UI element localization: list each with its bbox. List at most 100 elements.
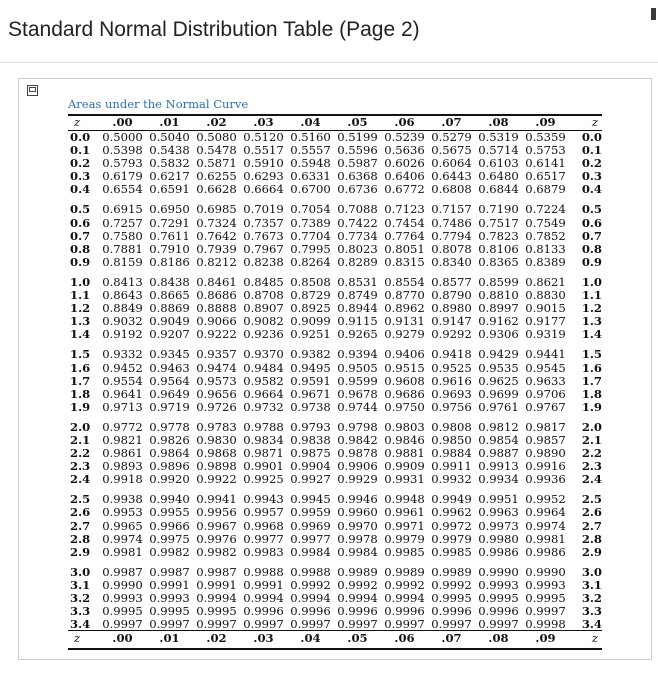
probability-cell: 0.9573 [196, 374, 237, 388]
z-value: 3.3 [581, 605, 602, 619]
probability-cell: 0.9985 [431, 545, 472, 559]
probability-cell: 0.8665 [149, 289, 190, 303]
probability-cell: 0.7422 [337, 216, 378, 230]
probability-cell: 0.9599 [337, 374, 378, 388]
z-value: 2.4 [70, 473, 91, 487]
probability-cell: 0.5793 [102, 157, 143, 171]
z-value: 1.7 [70, 374, 91, 388]
probability-cell: 0.9878 [337, 447, 378, 461]
probability-cell: 0.7881 [102, 242, 143, 256]
probability-cell: 0.9997 [478, 618, 519, 632]
probability-cell: 0.9115 [337, 315, 378, 329]
probability-cell: 0.9968 [243, 519, 284, 533]
column-header: .02 [206, 116, 227, 129]
group-spacer [68, 559, 602, 566]
probability-cell: 0.9505 [337, 361, 378, 375]
probability-cell: 0.9989 [337, 565, 378, 579]
probability-cell: 0.9922 [196, 473, 237, 487]
probability-cell: 0.9994 [196, 592, 237, 605]
probability-cell: 0.9898 [196, 460, 237, 474]
z-value: 1.1 [70, 289, 91, 303]
probability-cell: 0.9986 [478, 545, 519, 559]
probability-cell: 0.9993 [478, 578, 519, 592]
probability-cell: 0.7157 [431, 203, 472, 217]
probability-cell: 0.8212 [196, 255, 237, 269]
probability-cell: 0.9982 [196, 545, 237, 559]
z-value: 3.1 [581, 578, 602, 592]
probability-cell: 0.9996 [384, 605, 425, 619]
probability-cell: 0.8106 [478, 242, 519, 256]
z-value: 1.2 [581, 302, 602, 316]
probability-cell: 0.6331 [290, 170, 331, 184]
probability-cell: 0.9970 [337, 519, 378, 533]
probability-cell: 0.9985 [384, 545, 425, 559]
probability-cell: 0.9984 [290, 545, 331, 559]
probability-cell: 0.7190 [478, 203, 519, 217]
z-value: 3.4 [581, 618, 602, 632]
probability-cell: 0.6179 [102, 170, 143, 184]
probability-cell: 0.7123 [384, 203, 425, 217]
probability-cell: 0.9927 [290, 473, 331, 487]
probability-cell: 0.9995 [196, 605, 237, 619]
z-value: 2.9 [70, 545, 91, 559]
probability-cell: 0.9738 [290, 400, 331, 414]
z-value: 0.3 [581, 170, 602, 184]
probability-cell: 0.7291 [149, 216, 190, 230]
z-table-body: 0.0 0.5000 0.5040 0.5080 0.5120 0.5160 0.5199 0… [68, 131, 602, 631]
image-viewer-icon[interactable] [27, 85, 38, 96]
z-value: 3.1 [70, 578, 91, 592]
probability-cell: 0.9996 [431, 605, 472, 619]
probability-cell: 0.5910 [243, 157, 284, 171]
probability-cell: 0.8749 [337, 289, 378, 303]
table-row: 0.8 0.7881 0.7910 0.7939 0.7967 0.7995 0.8023 0… [68, 243, 602, 256]
probability-cell: 0.9996 [478, 605, 519, 619]
table-row: 3.0 0.9987 0.9987 0.9987 0.9988 0.9988 0.9989 0… [68, 566, 602, 579]
scroll-indicator[interactable] [651, 8, 656, 20]
probability-cell: 0.9997 [525, 605, 566, 619]
table-image-frame [18, 78, 652, 660]
probability-cell: 0.9713 [102, 400, 143, 414]
probability-cell: 0.6591 [149, 183, 190, 197]
probability-cell: 0.9991 [149, 578, 190, 592]
table-row: 2.4 0.9918 0.9920 0.9922 0.9925 0.9927 0.9929 0… [68, 473, 602, 486]
z-value: 0.8 [581, 242, 602, 256]
z-value: 3.0 [70, 565, 91, 579]
column-header: .05 [347, 116, 368, 129]
z-value: 0.8 [70, 242, 91, 256]
probability-cell: 0.9983 [243, 545, 284, 559]
z-value: 0.5 [70, 203, 91, 217]
probability-cell: 0.9279 [384, 328, 425, 342]
probability-cell: 0.6772 [384, 183, 425, 197]
column-header: .00 [112, 116, 133, 129]
probability-cell: 0.9896 [149, 460, 190, 474]
probability-cell: 0.6844 [478, 183, 519, 197]
z-value: 1.7 [581, 374, 602, 388]
probability-cell: 0.9979 [431, 532, 472, 546]
probability-cell: 0.9706 [525, 387, 566, 401]
probability-cell: 0.9916 [525, 460, 566, 474]
probability-cell: 0.9554 [102, 374, 143, 388]
probability-cell: 0.9973 [478, 519, 519, 533]
probability-cell: 0.9890 [525, 447, 566, 461]
table-row: 2.2 0.9861 0.9864 0.9868 0.9871 0.9875 0.9878 0… [68, 447, 602, 460]
probability-cell: 0.9964 [525, 506, 566, 520]
probability-cell: 0.9788 [243, 420, 284, 434]
table-row: 3.1 0.9990 0.9991 0.9991 0.9991 0.9992 0.9992 0… [68, 579, 602, 592]
probability-cell: 0.9744 [337, 400, 378, 414]
probability-cell: 0.9934 [478, 473, 519, 487]
probability-cell: 0.9686 [384, 387, 425, 401]
table-row: 2.1 0.9821 0.9826 0.9830 0.9834 0.9838 0.9842 0… [68, 434, 602, 447]
probability-cell: 0.9901 [243, 460, 284, 474]
probability-cell: 0.9850 [431, 433, 472, 447]
z-value: 2.1 [581, 433, 602, 447]
probability-cell: 0.9750 [384, 400, 425, 414]
probability-cell: 0.8340 [431, 255, 472, 269]
probability-cell: 0.8133 [525, 242, 566, 256]
probability-cell: 0.9131 [384, 315, 425, 329]
probability-cell: 0.9452 [102, 361, 143, 375]
column-header: .04 [300, 632, 321, 645]
probability-cell: 0.7823 [478, 229, 519, 243]
probability-cell: 0.6368 [337, 170, 378, 184]
probability-cell: 0.9838 [290, 433, 331, 447]
probability-cell: 0.7389 [290, 216, 331, 230]
